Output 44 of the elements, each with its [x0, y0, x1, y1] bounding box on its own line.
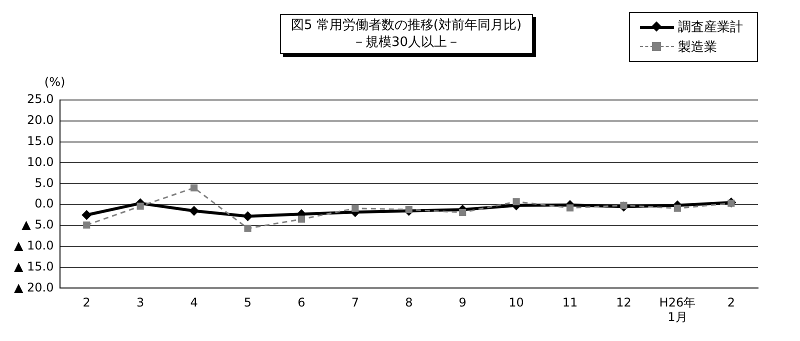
x-tick-label: 10 [508, 296, 524, 310]
x-tick-label: 2 [82, 296, 90, 310]
point [728, 200, 735, 207]
point [459, 208, 466, 216]
x-tick-label: 6 [298, 296, 306, 310]
y-tick-label: ▲ 15.0 [14, 259, 54, 274]
legend-label: 製造業 [678, 39, 717, 56]
y-axis-title: (%) [44, 75, 66, 89]
x-tick-label: 8 [405, 296, 413, 310]
point [82, 210, 92, 220]
y-tick-label: 0.0 [34, 196, 54, 211]
x-tick-label: 4 [190, 296, 198, 310]
point [136, 202, 144, 210]
point [620, 202, 628, 209]
x-tick-label: 3 [136, 296, 144, 310]
x-tick-label: 12 [616, 296, 632, 310]
x-tick-label: H26年 1月 [659, 296, 696, 324]
x-tick-label: 2 [727, 296, 735, 310]
y-tick-label: 15.0 [27, 134, 54, 148]
point [405, 206, 412, 214]
point [512, 198, 520, 206]
legend-label: 調査産業計 [678, 19, 743, 36]
x-tick-label: 11 [562, 296, 578, 310]
y-tick-label: ▲ 5.0 [22, 218, 54, 232]
point [352, 204, 359, 212]
chart-title: 図5 常用労働者数の推移(対前年同月比) [291, 17, 522, 34]
point [674, 204, 681, 212]
x-tick-label: 5 [244, 296, 252, 310]
y-tick-label: 5.0 [34, 176, 54, 190]
point [298, 216, 305, 223]
point [242, 211, 253, 222]
y-tick-label: ▲ 20.0 [14, 280, 54, 294]
point [190, 184, 198, 192]
point [189, 206, 200, 216]
x-tick-label: 7 [351, 296, 359, 310]
y-tick-label: 10.0 [27, 154, 54, 169]
y-tick-label: 25.0 [27, 92, 54, 106]
chart-subtitle: －規模30人以上－ [352, 34, 462, 51]
point [566, 204, 574, 212]
point [244, 224, 252, 232]
x-tick-label: 9 [458, 296, 466, 310]
point [83, 222, 90, 229]
y-tick-label: 20.0 [27, 113, 54, 128]
y-tick-label: ▲ 10.0 [14, 238, 54, 253]
